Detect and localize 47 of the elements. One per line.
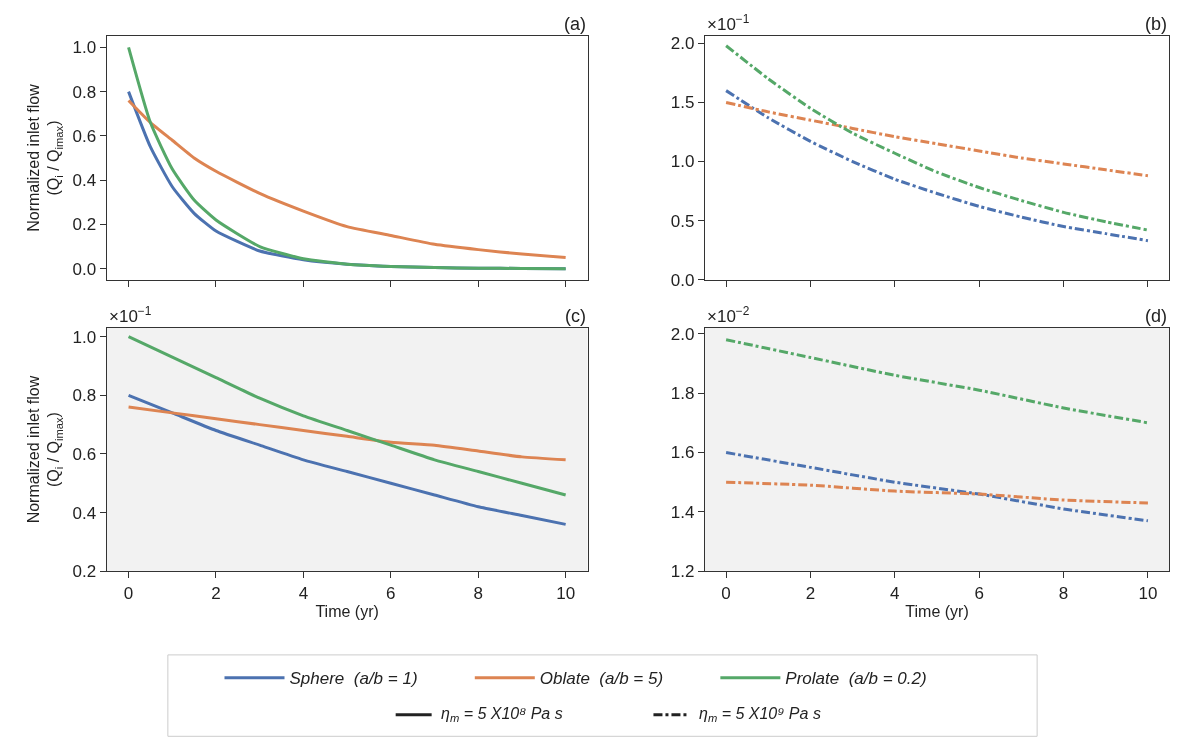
text: η$_{m}$ = 5 X10⁸ Pa s [441,705,563,725]
chart-title: (c) [565,306,586,326]
x-tick-label: 0 [123,583,134,603]
y-tick-label: 2.0 [670,324,695,344]
y-tick-label: 0.5 [670,211,695,231]
y-tick-label: 0.8 [72,82,97,102]
legend-label: Prolate (a/b = 0.2) [785,669,927,689]
x-tick-label: 8 [473,583,483,603]
x-axis-title: Time (yr) [905,603,969,621]
y-tick-label: 0.6 [72,444,97,464]
text: ×10$^{−1}$ [707,12,750,35]
x-tick-label: 8 [1058,583,1069,603]
y-tick-label: 0.0 [670,270,695,290]
y-tick-label: 0.2 [72,562,97,582]
y-tick-label: 1.0 [670,152,695,172]
text: ×10$^{−1}$ [109,304,152,327]
x-tick-label: 6 [974,583,984,603]
y-tick-label: 0.0 [72,259,97,279]
chart-title: (a) [564,14,586,34]
x-tick-label: 4 [890,583,900,603]
y-tick-label: 1.4 [670,502,695,522]
y-tick-label: 0.4 [72,503,97,523]
x-tick-label: 6 [386,583,396,603]
chart-title: (b) [1145,14,1167,34]
y-tick-label: 1.8 [670,384,695,404]
y-tick-label: 1.2 [670,562,695,582]
x-tick-label: 2 [805,583,816,603]
y-tick-label: 1.0 [72,38,97,58]
x-tick-label: 0 [721,583,731,603]
chart-title: (d) [1145,306,1167,326]
x-tick-label: 4 [298,583,309,603]
x-tick-label: 2 [211,583,221,603]
y-tick-label: 2.0 [670,34,695,54]
legend-label: Oblate (a/b = 5) [539,669,664,689]
y-tick-label: 1.6 [670,443,695,463]
y-tick-label: 0.8 [72,386,97,406]
y-tick-label: 0.4 [72,171,97,191]
y-tick-label: 1.0 [72,327,97,347]
y-tick-label: 0.6 [72,126,97,146]
x-axis-title: Time (yr) [315,603,379,621]
legend-label: Sphere (a/b = 1) [289,669,418,689]
x-tick-label: 10 [1138,583,1158,603]
text: η$_{m}$ = 5 X10⁹ Pa s [699,705,821,725]
x-tick-label: 10 [556,583,576,603]
y-tick-label: 1.5 [670,93,695,113]
y-tick-label: 0.2 [72,215,97,235]
text: ×10$^{−2}$ [707,304,750,327]
